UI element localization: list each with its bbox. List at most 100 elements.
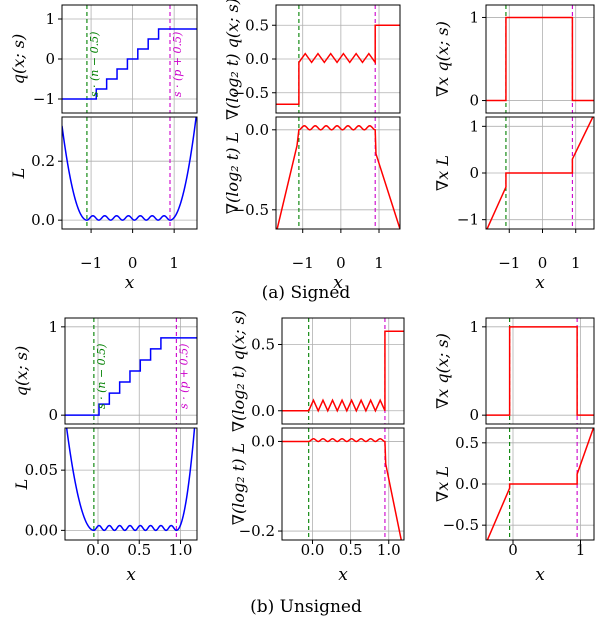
annotation-green: s · (n − 0.5) bbox=[88, 32, 101, 98]
x-tick-label: 1 bbox=[571, 254, 581, 272]
series-line bbox=[65, 428, 196, 532]
y-tick-label: 0.0 bbox=[31, 211, 55, 229]
y-tick-label: 1 bbox=[469, 117, 479, 135]
x-tick-label: 1 bbox=[169, 254, 179, 272]
caption-signed: (a) Signed bbox=[262, 283, 351, 303]
axes-frame bbox=[281, 317, 405, 425]
x-tick-label: −1 bbox=[80, 254, 102, 272]
y-tick-label: −1 bbox=[33, 90, 55, 108]
y-axis-label: q(x; s) bbox=[12, 346, 31, 396]
y-tick-label: −0.2 bbox=[239, 522, 275, 540]
panel-s-gxq: 0 1 ∇x q(x; s) bbox=[433, 4, 595, 114]
series-line bbox=[62, 117, 197, 221]
y-tick-label: 0 bbox=[45, 50, 55, 68]
series-line bbox=[62, 28, 197, 100]
panel-s-L: 0.0 0.2L −1 0 1 x bbox=[9, 116, 198, 293]
x-axis-label: x bbox=[125, 273, 135, 293]
x-tick-label: 0 bbox=[128, 254, 138, 272]
x-axis-label: x bbox=[126, 565, 136, 585]
x-axis-label: x bbox=[333, 273, 343, 293]
axes-frame bbox=[64, 427, 198, 541]
panel-s-gtL: −0.5 0.0∇(log₂ t) L −1 0 1 x bbox=[223, 116, 401, 293]
annotation-green: s · (n − 0.5) bbox=[95, 344, 108, 410]
x-tick-label: −1 bbox=[498, 254, 520, 272]
x-tick-label: 0 bbox=[538, 254, 548, 272]
y-tick-label: 0.0 bbox=[251, 402, 275, 420]
panel-u-gtq: 0.0 0.5∇(log₂ t) q(x; s) bbox=[229, 310, 405, 432]
y-axis-label: ∇x L bbox=[433, 466, 452, 502]
y-tick-label: 1 bbox=[469, 8, 479, 26]
x-tick-label: 0.5 bbox=[339, 541, 363, 559]
x-tick-label: 1 bbox=[374, 254, 384, 272]
caption-unsigned: (b) Unsigned bbox=[250, 597, 362, 617]
y-axis-label: ∇(log₂ t) q(x; s) bbox=[229, 310, 248, 432]
y-tick-label: 0.0 bbox=[251, 432, 275, 450]
x-tick-label: −1 bbox=[292, 254, 314, 272]
axes-frame bbox=[64, 317, 198, 425]
y-tick-label: 0.5 bbox=[455, 434, 479, 452]
y-tick-label: 1 bbox=[48, 318, 58, 336]
y-tick-label: 0.00 bbox=[25, 521, 58, 539]
y-tick-label: 0.2 bbox=[31, 152, 55, 170]
series-line bbox=[282, 330, 404, 413]
series-line bbox=[282, 437, 403, 540]
panel-u-gxq: 0 1 ∇x q(x; s) bbox=[433, 317, 595, 425]
panel-u-gtL: −0.20.0∇(log₂ t) L0.0 0.5 1.0x bbox=[229, 427, 405, 585]
y-tick-label: 0.0 bbox=[245, 50, 269, 68]
y-axis-label: q(x; s) bbox=[9, 34, 28, 84]
y-tick-label: 0.5 bbox=[251, 336, 275, 354]
axes-frame bbox=[281, 427, 405, 541]
panel-s-gxL: −1 0 1 ∇x L −1 0 1 x bbox=[433, 116, 595, 293]
y-axis-label: ∇x q(x; s) bbox=[433, 333, 452, 409]
panel-s-gtq: −0.5 0.0 0.5∇(log₂ t) q(x; s) bbox=[223, 0, 401, 120]
y-axis-label: L bbox=[9, 168, 28, 180]
y-axis-label: ∇x q(x; s) bbox=[433, 21, 452, 97]
panel-u-q: 0 1 q(x; s) s · (n − 0.5) s · (p + 0.5) bbox=[12, 317, 198, 425]
axes-frame bbox=[485, 317, 595, 425]
series-line bbox=[65, 337, 197, 416]
y-axis-label: L bbox=[12, 479, 31, 491]
x-tick-label: 0.0 bbox=[301, 541, 325, 559]
panel-s-q: −1 0 1 q(x; s) s · (n − 0.5) s · (p + 0.5) bbox=[9, 4, 198, 114]
x-tick-label: 1 bbox=[576, 541, 586, 559]
y-axis-label: ∇(log₂ t) L bbox=[229, 443, 248, 525]
series-line bbox=[486, 16, 594, 102]
chart-group-unsigned: 01q(x; s) s · (n − 0.5) s · (p + 0.5)0.000… bbox=[12, 310, 595, 585]
y-tick-label: 1 bbox=[469, 318, 479, 336]
y-axis-label: ∇(log₂ t) L bbox=[223, 132, 242, 214]
y-tick-label: −1 bbox=[457, 211, 479, 229]
series-line bbox=[276, 24, 400, 105]
x-tick-label: 1.0 bbox=[169, 541, 193, 559]
y-axis-label: ∇(log₂ t) q(x; s) bbox=[223, 0, 242, 120]
annotation-magenta: s · (p + 0.5) bbox=[171, 32, 184, 97]
series-line bbox=[486, 117, 594, 229]
x-tick-label: 0 bbox=[336, 254, 346, 272]
x-tick-label: 1.0 bbox=[377, 541, 401, 559]
y-tick-label: 0 bbox=[469, 164, 479, 182]
series-line bbox=[276, 125, 400, 229]
series-line bbox=[486, 428, 594, 540]
y-tick-label: 0.0 bbox=[245, 121, 269, 139]
y-tick-label: 0.05 bbox=[25, 461, 58, 479]
y-tick-label: 0 bbox=[469, 92, 479, 110]
x-tick-label: 0 bbox=[508, 541, 518, 559]
y-tick-label: 0.0 bbox=[455, 475, 479, 493]
panel-u-L: 0.00 0.05L 0.0 0.5 1.0 x bbox=[12, 427, 198, 585]
panel-u-gxL: −0.5 0.0 0.5∇x L 0 1 x bbox=[433, 427, 595, 585]
axes-frame bbox=[485, 4, 595, 114]
y-axis-label: ∇x L bbox=[433, 155, 452, 191]
y-tick-label: 0.5 bbox=[245, 16, 269, 34]
y-tick-label: 0 bbox=[469, 406, 479, 424]
axes-frame bbox=[61, 116, 198, 230]
x-axis-label: x bbox=[535, 273, 545, 293]
x-tick-label: 0.5 bbox=[127, 541, 151, 559]
y-tick-label: −0.5 bbox=[233, 201, 269, 219]
chart-group-signed: −1 0 1 q(x; s) s · (n − 0.5) s · (p + 0.5) 0.0… bbox=[9, 0, 595, 293]
x-axis-label: x bbox=[338, 565, 348, 585]
annotation-magenta: s · (p + 0.5) bbox=[177, 344, 190, 409]
y-tick-label: 0 bbox=[48, 406, 58, 424]
series-line bbox=[486, 326, 594, 416]
x-axis-label: x bbox=[535, 565, 545, 585]
x-tick-label: 0.0 bbox=[86, 541, 110, 559]
